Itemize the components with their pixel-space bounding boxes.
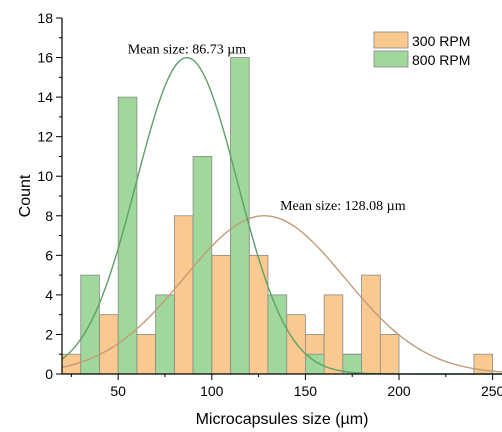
axes: 50 100 150 200 250 0 2 4 6 8 10 12 14 16 18 <box>37 10 502 399</box>
y-tick-label: 4 <box>45 287 53 303</box>
x-tick-label: 100 <box>200 383 224 399</box>
x-tick-label: 200 <box>387 383 411 399</box>
bar-800rpm-5 <box>267 294 288 375</box>
x-tick-label: 250 <box>481 383 502 399</box>
bar-800rpm-3 <box>192 156 213 375</box>
bar-300rpm-6 <box>248 254 269 375</box>
bar-300rpm-8 <box>286 314 306 375</box>
series-300rpm-gaussian-fit <box>61 215 502 373</box>
legend-swatch-300rpm <box>373 31 409 49</box>
annotations: Mean size: 86.73 µm Mean size: 128.08 µm <box>128 43 406 214</box>
y-tick-label: 0 <box>45 366 53 382</box>
y-tick-label: 12 <box>37 129 53 145</box>
x-axis-title: Microcapsules size (µm) <box>196 411 369 428</box>
x-ticks: 50 100 150 200 250 <box>70 374 502 399</box>
annotation-mean-size-0: Mean size: 86.73 µm <box>128 43 247 58</box>
bar-300rpm-4 <box>211 254 231 375</box>
bar-300rpm-10 <box>323 294 344 375</box>
y-tick-label: 14 <box>37 89 53 105</box>
legend-label-800rpm: 800 RPM <box>412 52 470 68</box>
legend-label-300rpm: 300 RPM <box>412 33 470 49</box>
x-tick-label: 50 <box>110 383 126 399</box>
y-tick-label: 10 <box>37 168 53 184</box>
bar-300rpm-2 <box>136 334 157 375</box>
series-800rpm-bars <box>80 57 362 375</box>
bar-300rpm-1 <box>99 314 119 375</box>
y-axis-title: Count <box>17 174 34 217</box>
x-tick-label: 150 <box>294 383 318 399</box>
legend: 300 RPM 800 RPM <box>373 31 470 68</box>
y-tick-label: 2 <box>45 326 53 342</box>
y-tick-label: 18 <box>37 10 53 26</box>
y-tick-label: 16 <box>37 50 53 66</box>
y-ticks: 0 2 4 6 8 10 12 14 16 18 <box>37 10 62 382</box>
bar-300rpm-12 <box>361 274 381 375</box>
bar-300rpm-13 <box>379 334 400 375</box>
y-tick-label: 8 <box>45 208 53 224</box>
bar-300rpm-3 <box>173 215 194 375</box>
bar-800rpm-1 <box>117 96 138 375</box>
y-tick-label: 6 <box>45 247 53 263</box>
annotation-mean-size-1: Mean size: 128.08 µm <box>280 199 406 214</box>
legend-swatch-800rpm <box>373 50 409 68</box>
